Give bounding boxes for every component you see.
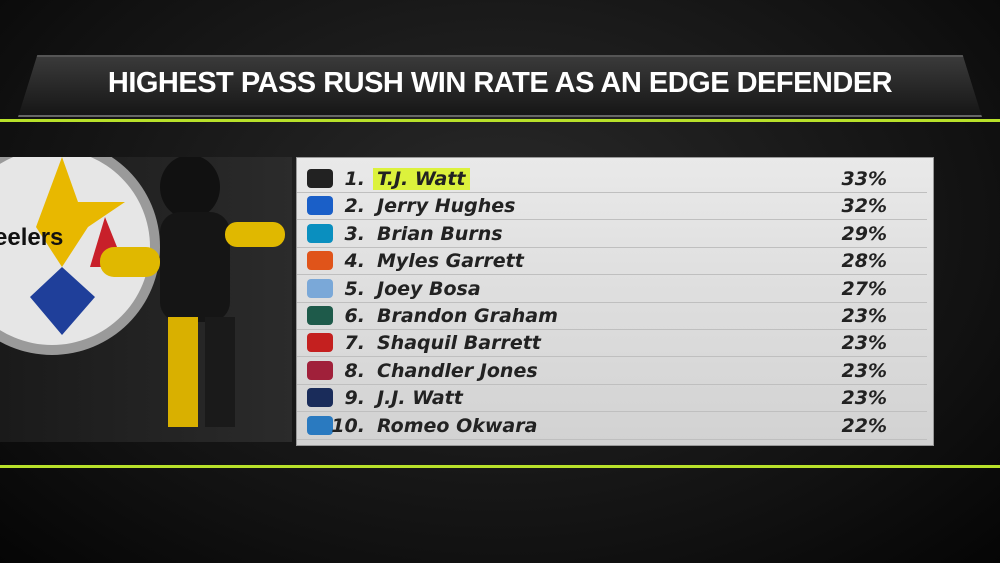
team-logo [307, 388, 333, 408]
title-banner [18, 55, 982, 117]
title: HIGHEST PASS RUSH WIN RATE AS AN EDGE DE… [107, 67, 893, 99]
hypocycloid [36, 157, 125, 267]
win-rate: 23% [841, 332, 887, 355]
team-logo [307, 306, 333, 325]
win-rate: 23% [841, 387, 887, 410]
player-name: T.J. Watt [373, 168, 470, 190]
team-logo [307, 169, 333, 188]
rank: 5. [344, 277, 365, 300]
team-logo [307, 196, 333, 216]
rank: 10. [331, 414, 365, 437]
player-name: Romeo Okwara [377, 414, 538, 437]
rank: 2. [344, 195, 365, 218]
rank: 1. [344, 168, 365, 190]
win-rate: 29% [841, 222, 887, 245]
rank: 6. [344, 305, 365, 327]
table-row: 3. Brian Burns 29% [297, 220, 927, 248]
player [100, 157, 285, 427]
team-logo [307, 223, 333, 243]
win-rate: 32% [841, 195, 887, 218]
logo-text: Steelers [0, 224, 63, 251]
hypocycloid [30, 267, 95, 335]
player-name: Myles Garrett [377, 250, 524, 273]
win-rate: 33% [841, 168, 887, 190]
player-name: Brian Burns [377, 222, 503, 245]
team-art: Steelers [0, 157, 285, 427]
ranking-table: 1. T.J. Watt 33% 2. Jerry Hughes 32% 3. Brian B… [296, 157, 934, 446]
table-row: 5. Joey Bosa 27% [297, 275, 927, 303]
win-rate: 22% [841, 414, 887, 437]
rank: 7. [344, 332, 365, 355]
player-name: Chandler Jones [377, 359, 538, 382]
win-rate: 23% [841, 359, 887, 382]
table-row: 10. Romeo Okwara 22% [297, 412, 927, 440]
table-row: 8. Chandler Jones 23% [297, 357, 927, 385]
player-name: J.J. Watt [377, 387, 463, 410]
accent-line [0, 465, 1000, 468]
player-name: Brandon Graham [377, 305, 558, 327]
player-name: Jerry Hughes [377, 195, 516, 218]
table-row: 1. T.J. Watt 33% [297, 165, 927, 193]
table-row: 9. J.J. Watt 23% [297, 384, 927, 413]
table-row: 7. Shaquil Barrett 23% [297, 329, 927, 358]
player-name: Joey Bosa [377, 277, 481, 300]
win-rate: 27% [841, 277, 887, 300]
team-logo [307, 251, 333, 271]
rank: 8. [344, 359, 365, 382]
team-logo [307, 333, 333, 353]
table-row: 2. Jerry Hughes 32% [297, 192, 927, 221]
table-row: 6. Brandon Graham 23% [297, 302, 927, 330]
team-logo [307, 415, 333, 435]
team-logo [307, 360, 333, 380]
table-row: 4. Myles Garrett 28% [297, 247, 927, 276]
accent-line [0, 119, 1000, 122]
win-rate: 28% [841, 250, 887, 273]
team-logo [307, 278, 333, 298]
win-rate: 23% [841, 305, 887, 327]
player-panel: Steelers [0, 157, 292, 442]
rank: 3. [344, 222, 365, 245]
rank: 4. [344, 250, 365, 273]
player-name: Shaquil Barrett [377, 332, 541, 355]
rank: 9. [344, 387, 365, 410]
